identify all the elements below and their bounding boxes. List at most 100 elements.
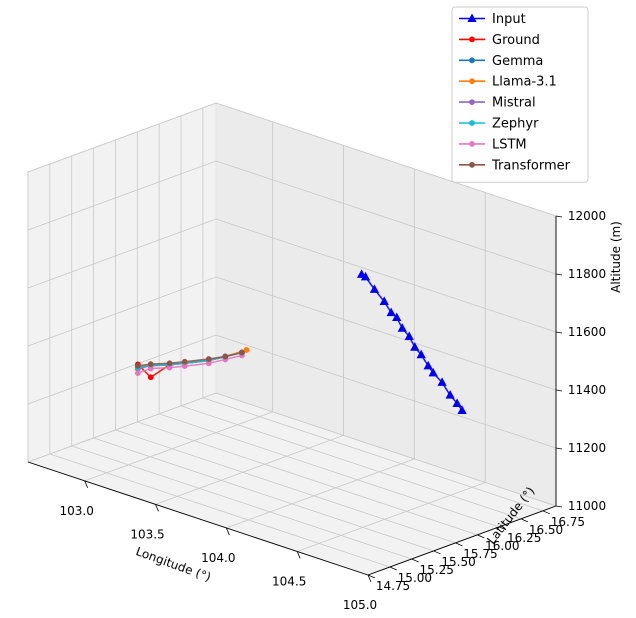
x-tick-label: 104.0 bbox=[201, 551, 235, 565]
axes-panes bbox=[26, 102, 558, 576]
legend-marker bbox=[467, 13, 477, 22]
x-tick-mark bbox=[225, 527, 230, 536]
legend-marker bbox=[469, 161, 475, 168]
legend: Input Ground Gemma Llama-3.1 Mistral Zephyr LS… bbox=[451, 6, 589, 183]
tick-labels: 103.0 103.5 104.0 104.5 105.0 14.7515.0015.25… bbox=[59, 209, 606, 612]
data-point bbox=[457, 405, 467, 414]
x-tick-mark bbox=[155, 504, 159, 512]
legend-label: Llama-3.1 bbox=[492, 75, 557, 90]
z-grid-line bbox=[27, 276, 557, 391]
legend-entry: Gemma bbox=[459, 54, 543, 69]
y-tick-mark bbox=[389, 566, 398, 571]
legend-entry: LSTM bbox=[459, 137, 527, 152]
data-point bbox=[392, 312, 402, 322]
x-tick-label: 103.5 bbox=[130, 527, 164, 541]
y-tick-mark bbox=[477, 534, 485, 539]
series-transformer bbox=[134, 349, 245, 369]
data-point bbox=[379, 296, 389, 305]
data-point bbox=[243, 347, 250, 353]
data-point bbox=[134, 370, 141, 377]
y-tick-label: 15.50 bbox=[441, 555, 475, 569]
x-tick-label: 104.5 bbox=[272, 574, 306, 588]
data-point bbox=[369, 284, 380, 293]
data-point bbox=[386, 307, 396, 317]
x-tick-label: 103.0 bbox=[59, 504, 93, 518]
y-axis-line bbox=[367, 505, 557, 576]
legend-entry: Input bbox=[459, 12, 526, 27]
y-tick-label: 16.50 bbox=[529, 523, 563, 537]
legend-label: Ground bbox=[492, 33, 540, 48]
z-grid-line bbox=[27, 102, 557, 217]
y-tick-mark bbox=[433, 550, 441, 555]
data-point bbox=[147, 374, 154, 381]
z-tick-label: 11600 bbox=[568, 325, 606, 339]
legend-label: Mistral bbox=[492, 96, 536, 111]
z-tick-mark bbox=[555, 447, 563, 450]
legend-label: Zephyr bbox=[492, 117, 539, 132]
data-point bbox=[166, 360, 173, 367]
z-grid-line bbox=[27, 334, 557, 449]
legend-marker bbox=[469, 99, 475, 105]
z-tick-label: 11800 bbox=[568, 267, 606, 281]
legend-label: Input bbox=[492, 12, 526, 27]
z-tick-mark bbox=[555, 331, 563, 334]
legend-entry: Transformer bbox=[459, 158, 571, 173]
z-axis-label: Altitude (m) bbox=[609, 221, 623, 293]
y-tick-label: 15.75 bbox=[463, 547, 497, 561]
y-tick-mark bbox=[367, 574, 376, 579]
x-tick-mark bbox=[296, 551, 301, 559]
data-point bbox=[416, 349, 426, 359]
z-grid-line bbox=[27, 392, 557, 507]
legend-entry: Llama-3.1 bbox=[459, 75, 557, 90]
z-grid-line bbox=[27, 218, 557, 333]
data-point bbox=[397, 323, 407, 332]
y-tick-mark bbox=[520, 518, 529, 523]
data-point bbox=[404, 331, 414, 341]
legend-label: LSTM bbox=[492, 137, 527, 152]
z-tick-mark bbox=[555, 273, 563, 276]
y-tick-label: 15.00 bbox=[398, 571, 432, 585]
z-tick-mark bbox=[555, 389, 563, 392]
x-tick-mark bbox=[367, 574, 372, 583]
data-point bbox=[445, 390, 455, 399]
data-point bbox=[222, 353, 229, 360]
legend-label: Gemma bbox=[492, 54, 543, 69]
x-tick-label: 105.0 bbox=[343, 598, 377, 612]
series-input bbox=[356, 269, 467, 414]
data-point bbox=[452, 398, 462, 407]
data-point bbox=[181, 358, 188, 365]
data-point bbox=[423, 360, 433, 370]
data-point bbox=[437, 377, 447, 386]
y-tick-label: 15.25 bbox=[420, 563, 454, 577]
legend-entry: Zephyr bbox=[459, 117, 539, 132]
data-point bbox=[360, 271, 371, 281]
z-tick-label: 11000 bbox=[568, 499, 606, 513]
data-point bbox=[410, 342, 420, 351]
legend-marker bbox=[469, 78, 475, 85]
y-tick-label: 16.00 bbox=[485, 539, 519, 553]
legend-label: Transformer bbox=[491, 158, 571, 173]
z-tick-label: 11400 bbox=[568, 383, 606, 397]
z-tick-mark bbox=[555, 505, 563, 508]
y-tick-label: 16.25 bbox=[507, 531, 541, 545]
data-series bbox=[134, 269, 467, 414]
y-tick-mark bbox=[499, 526, 507, 531]
z-grid-line bbox=[27, 160, 557, 275]
data-point bbox=[428, 367, 438, 377]
legend-marker bbox=[469, 57, 475, 64]
legend-marker bbox=[469, 120, 475, 126]
x-tick-mark bbox=[84, 480, 89, 488]
z-tick-label: 11200 bbox=[568, 441, 606, 455]
series-line bbox=[361, 273, 463, 411]
legend-box bbox=[451, 6, 589, 183]
legend-entry: Mistral bbox=[459, 96, 536, 111]
data-point bbox=[147, 361, 154, 368]
z-tick-mark bbox=[555, 215, 563, 218]
y-tick-label: 14.75 bbox=[376, 579, 410, 593]
y-tick-mark bbox=[411, 558, 419, 563]
y-tick-label: 16.75 bbox=[551, 515, 585, 529]
z-tick-label: 12000 bbox=[568, 209, 606, 223]
data-point bbox=[205, 356, 212, 362]
data-point bbox=[238, 349, 245, 356]
